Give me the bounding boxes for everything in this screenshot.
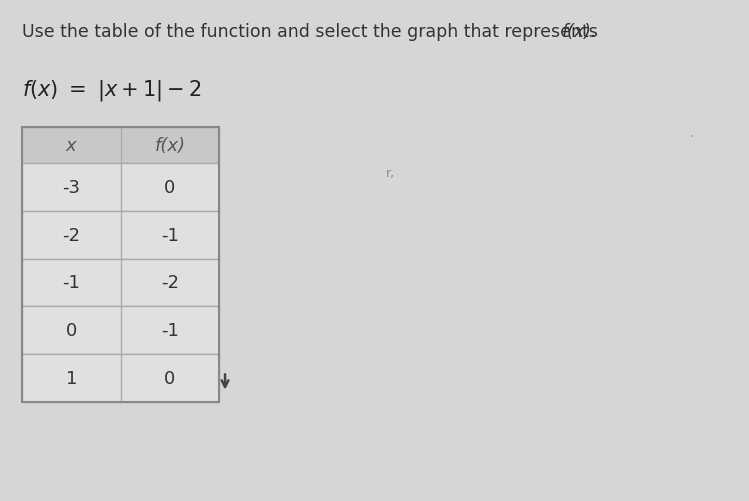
Text: -1: -1 — [161, 322, 179, 339]
Text: $f(x)\ =\ |x+1|-2$: $f(x)\ =\ |x+1|-2$ — [22, 78, 201, 103]
Bar — [22, 164, 219, 211]
Bar — [22, 128, 219, 402]
Text: .: . — [690, 126, 694, 140]
Text: -1: -1 — [161, 226, 179, 244]
Text: -1: -1 — [62, 274, 80, 292]
Text: f(x).: f(x). — [562, 23, 597, 41]
Bar — [22, 307, 219, 354]
Text: 0: 0 — [164, 179, 175, 196]
Text: 0: 0 — [164, 369, 175, 387]
Text: Use the table of the function and select the graph that represents: Use the table of the function and select… — [22, 23, 603, 41]
Text: -2: -2 — [62, 226, 80, 244]
Text: -2: -2 — [161, 274, 179, 292]
Bar — [22, 259, 219, 307]
Bar — [22, 354, 219, 402]
Text: x: x — [66, 137, 76, 155]
Text: 0: 0 — [66, 322, 77, 339]
Text: r,: r, — [386, 166, 395, 179]
Text: 1: 1 — [66, 369, 77, 387]
Bar — [22, 128, 219, 164]
Text: f(x): f(x) — [154, 137, 186, 155]
Text: -3: -3 — [62, 179, 80, 196]
Bar — [22, 211, 219, 259]
